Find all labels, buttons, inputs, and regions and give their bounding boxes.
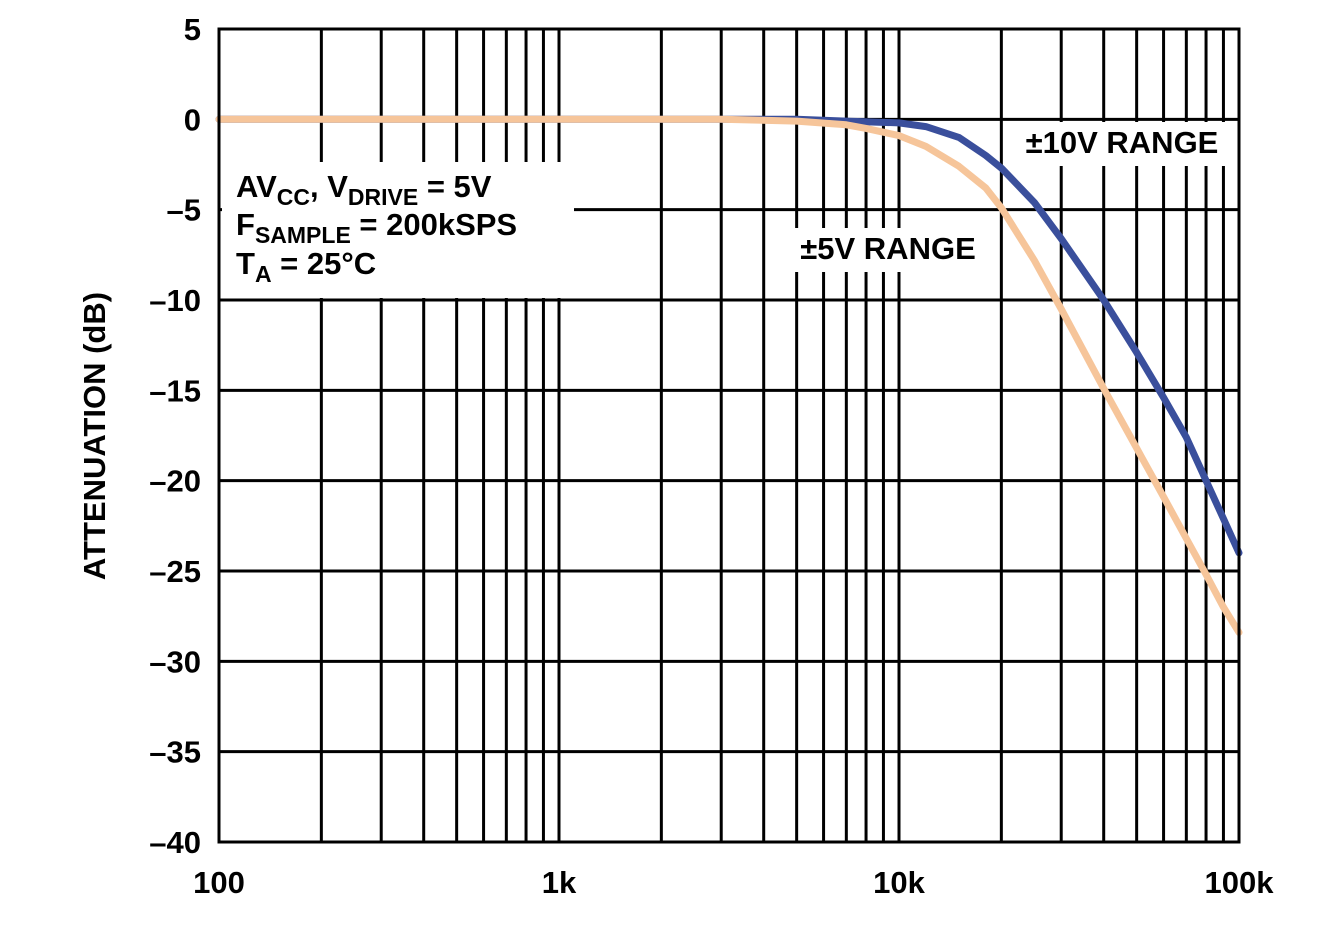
annotation-text: = 25°C (272, 246, 377, 281)
annotation-text: , V (310, 169, 348, 204)
label-10v-background (1010, 122, 1236, 166)
y-tick-label: 5 (184, 12, 201, 47)
y-tick-label: –10 (149, 283, 201, 318)
annotation-text: F (236, 207, 255, 242)
y-tick-label: –40 (149, 825, 201, 860)
y-tick-label: –15 (149, 373, 201, 408)
y-tick-label: –5 (167, 193, 201, 228)
x-tick-label: 10k (873, 865, 925, 900)
data-series (215, 115, 1243, 636)
annotation-text: = 5V (418, 169, 492, 204)
plot-frame (217, 27, 1241, 844)
annotation-subscript: SAMPLE (255, 222, 351, 248)
y-tick-label: –35 (149, 735, 201, 770)
conditions-box-background (222, 162, 574, 298)
annotation-conditions-3: TA = 25°C (236, 246, 376, 287)
annotation-conditions-1: AVCC, VDRIVE = 5V (236, 169, 492, 210)
annotation-conditions-2: FSAMPLE = 200kSPS (236, 207, 517, 248)
series-label-5v-range: ±5V RANGE (800, 231, 976, 266)
annotation-text: = 200kSPS (351, 207, 517, 242)
annotation-text: T (236, 246, 255, 281)
y-tick-label: –30 (149, 644, 201, 679)
annotation-subscript: CC (277, 184, 310, 210)
series-label-10v-range: ±10V RANGE (1026, 125, 1219, 160)
x-tick-label: 1k (542, 865, 577, 900)
y-tick-label: –25 (149, 554, 201, 589)
x-tick-label: 100k (1205, 865, 1275, 900)
label-5v-background (786, 228, 990, 272)
annotation-subscript: DRIVE (348, 184, 418, 210)
annotation-text: AV (236, 169, 277, 204)
y-tick-label: –20 (149, 464, 201, 499)
x-tick-labels: 100 1k 10k 100k (193, 865, 1274, 900)
series-line-5v-range (215, 115, 1243, 636)
x-tick-label: 100 (193, 865, 245, 900)
y-tick-label: 0 (184, 102, 201, 137)
y-tick-labels: 5 0 –5 –10 –15 –20 –25 –30 –35 –40 (149, 12, 201, 860)
annotation-subscript: A (255, 261, 272, 287)
annotation-backgrounds (222, 122, 1236, 298)
y-axis-title: ATTENUATION (dB) (77, 292, 112, 580)
